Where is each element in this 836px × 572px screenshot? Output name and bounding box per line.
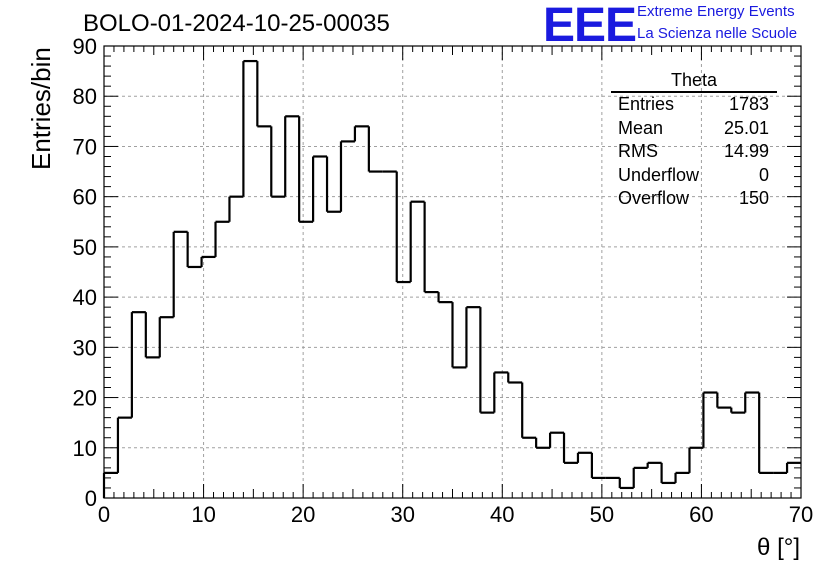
stats-value: 25.01	[723, 117, 769, 138]
stats-value: 14.99	[723, 141, 769, 161]
y-tick-label: 60	[73, 185, 97, 210]
logo-text-line1: Extreme Energy Events	[637, 3, 795, 20]
stats-title: Theta	[611, 70, 777, 93]
stats-label: Mean	[618, 117, 664, 138]
x-tick-label: 60	[689, 502, 713, 527]
y-tick-label: 30	[73, 335, 97, 360]
x-tick-label: 10	[191, 502, 215, 527]
x-tick-label: 70	[789, 502, 813, 527]
y-tick-label: 20	[73, 386, 97, 411]
stats-row-rms: RMS 14.99	[611, 140, 777, 164]
stats-row-mean: Mean 25.01	[611, 117, 777, 141]
stats-label: RMS	[618, 141, 658, 161]
eee-logo: EEE	[543, 0, 637, 52]
x-axis-label: θ [°]	[757, 534, 800, 561]
y-tick-label: 50	[73, 235, 97, 260]
y-tick-label: 0	[85, 486, 97, 511]
y-tick-label: 80	[73, 84, 97, 109]
y-tick-label: 10	[73, 436, 97, 461]
stats-box: Theta Entries 1783 Mean 25.01 RMS 14.99 …	[611, 70, 777, 211]
stats-label: Overflow	[618, 188, 690, 208]
x-tick-label: 20	[291, 502, 315, 527]
x-tick-label: 50	[590, 502, 614, 527]
stats-label: Entries	[618, 94, 675, 114]
stats-value: 150	[738, 188, 769, 208]
plot-title: BOLO-01-2024-10-25-00035	[83, 10, 390, 37]
y-tick-label: 90	[73, 34, 97, 59]
x-tick-label: 40	[490, 502, 514, 527]
stats-row-overflow: Overflow 150	[611, 187, 777, 211]
y-tick-label: 70	[73, 134, 97, 159]
y-axis-label: Entries/bin	[26, 47, 56, 170]
stats-row-entries: Entries 1783	[611, 93, 777, 117]
x-tick-label: 30	[390, 502, 414, 527]
x-tick-label: 0	[98, 502, 110, 527]
stats-label: Underflow	[618, 164, 700, 185]
stats-value: 0	[758, 164, 769, 185]
y-tick-label: 40	[73, 285, 97, 310]
logo-text-line2: La Scienza nelle Scuole	[637, 25, 798, 42]
stats-row-underflow: Underflow 0	[611, 164, 777, 188]
stats-value: 1783	[728, 94, 769, 114]
